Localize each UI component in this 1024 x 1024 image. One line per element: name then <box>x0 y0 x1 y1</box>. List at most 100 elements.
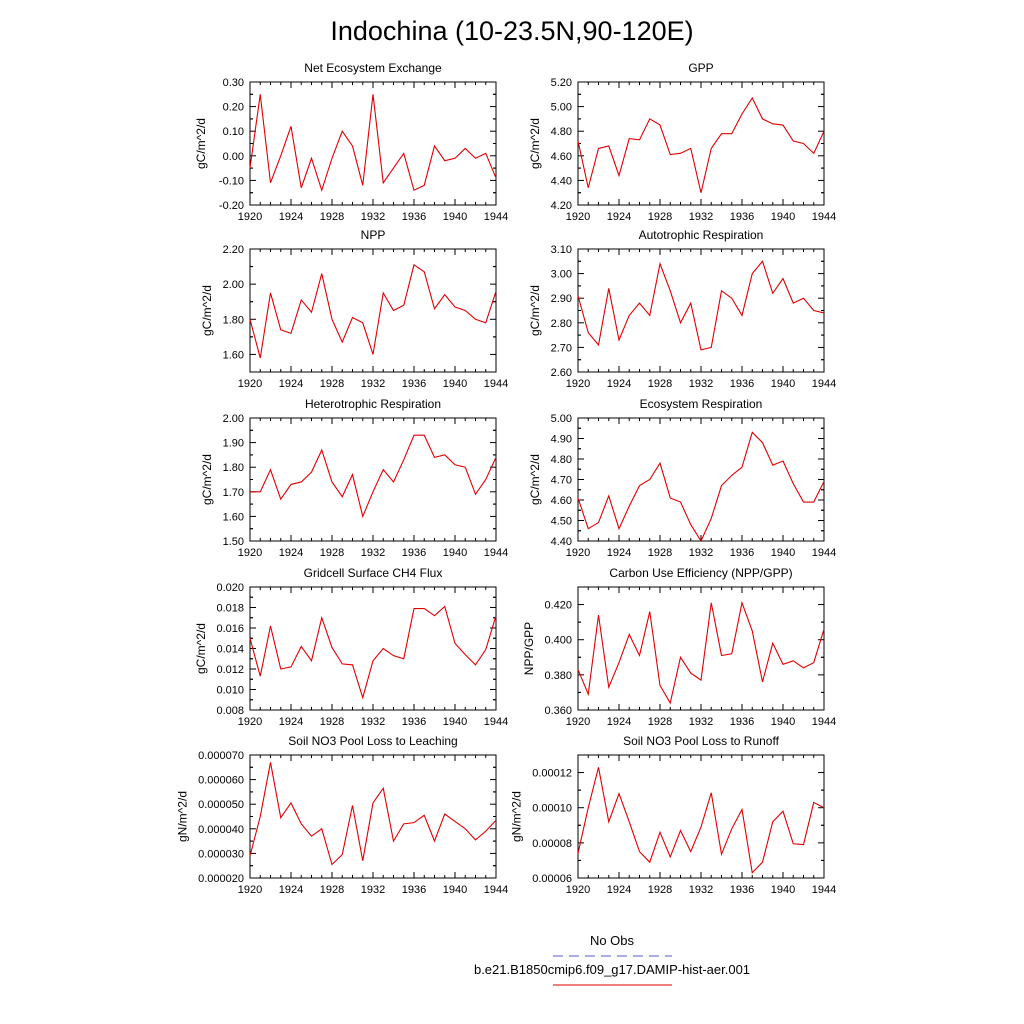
plot-frame <box>577 248 825 373</box>
y-tick-label: 0.000050 <box>198 799 244 811</box>
x-tick-label: 1940 <box>771 716 795 728</box>
legend-label-model-run: b.e21.B1850cmip6.f09_g17.DAMIP-hist-aer.… <box>474 962 750 977</box>
x-tick-label: 1924 <box>279 378 303 390</box>
x-tick-label: 1920 <box>566 716 590 728</box>
x-tick-label: 1932 <box>689 884 713 896</box>
plot-frame <box>249 754 497 879</box>
y-tick-label: 4.50 <box>551 516 572 528</box>
y-tick-label: 0.420 <box>544 600 572 612</box>
x-tick-label: 1932 <box>689 547 713 559</box>
x-tick-label: 1940 <box>771 547 795 559</box>
y-axis-label: NPP/GPP <box>522 622 536 675</box>
x-tick-label: 1928 <box>320 716 344 728</box>
y-tick-label: 4.40 <box>551 536 572 548</box>
panel-gridcell-surface-ch4-flux: Gridcell Surface CH4 Flux 1920 1924 1928 193… <box>194 566 508 728</box>
y-tick-label: 1.60 <box>223 349 244 361</box>
figure-title: Indochina (10-23.5N,90-120E) <box>330 16 693 46</box>
y-tick-label: 3.00 <box>551 269 572 281</box>
x-tick-label: 1920 <box>238 884 262 896</box>
y-tick-label: 0.014 <box>216 644 244 656</box>
y-tick-label: 2.60 <box>551 367 572 379</box>
panel-soil-no3-pool-loss-to-runoff: Soil NO3 Pool Loss to Runoff 1920 1924 1928… <box>510 734 837 896</box>
series-line-net-ecosystem-exchange <box>249 94 497 193</box>
x-tick-label: 1932 <box>689 716 713 728</box>
y-tick-label: 0.010 <box>216 685 244 697</box>
x-tick-label: 1936 <box>402 547 426 559</box>
panel-autotrophic-respiration: Autotrophic Respiration 1920 1924 1928 1932 1… <box>528 228 836 390</box>
x-tick-label: 1944 <box>812 547 836 559</box>
y-tick-label: 0.018 <box>216 603 244 615</box>
panel-net-ecosystem-exchange: Net Ecosystem Exchange 1920 1924 1928 1932 19… <box>194 61 508 223</box>
x-tick-label: 1940 <box>443 211 467 223</box>
y-tick-label: 0.400 <box>544 635 572 647</box>
panel-carbon-use-efficiency-npp-gpp: Carbon Use Efficiency (NPP/GPP) 1920 1924 1… <box>522 566 836 728</box>
x-tick-label: 1936 <box>730 884 754 896</box>
y-tick-label: 1.50 <box>223 536 244 548</box>
y-tick-label: -0.10 <box>219 175 244 187</box>
series-line-heterotrophic-respiration <box>250 434 497 519</box>
panel-ecosystem-respiration: Ecosystem Respiration 1920 1924 1928 1932 193… <box>528 397 836 559</box>
x-tick-label: 1940 <box>771 884 795 896</box>
x-tick-label: 1940 <box>771 211 795 223</box>
y-tick-label: 1.60 <box>223 511 244 523</box>
plot-frame <box>577 417 825 542</box>
x-tick-label: 1924 <box>279 547 303 559</box>
x-tick-label: 1928 <box>320 547 344 559</box>
y-axis-label: gC/m^2/d <box>200 454 214 505</box>
y-tick-label: 4.90 <box>551 434 572 446</box>
x-tick-label: 1924 <box>607 547 631 559</box>
y-tick-label: 0.000070 <box>198 750 244 762</box>
x-tick-label: 1936 <box>402 884 426 896</box>
x-tick-label: 1924 <box>279 884 303 896</box>
y-tick-label: 0.012 <box>216 664 244 676</box>
x-tick-label: 1932 <box>689 378 713 390</box>
y-axis-label: gC/m^2/d <box>194 118 208 169</box>
x-tick-label: 1944 <box>812 211 836 223</box>
x-tick-label: 1936 <box>730 211 754 223</box>
legend: No Obs b.e21.B1850cmip6.f09_g17.DAMIP-hi… <box>474 933 750 986</box>
panel-title: Ecosystem Respiration <box>640 397 763 411</box>
y-tick-label: 2.90 <box>551 293 572 305</box>
x-tick-label: 1936 <box>730 378 754 390</box>
y-tick-label: 4.20 <box>551 200 572 212</box>
x-tick-label: 1940 <box>443 547 467 559</box>
panel-heterotrophic-respiration: Heterotrophic Respiration 1920 1924 1928 193… <box>200 397 508 559</box>
y-tick-label: 5.00 <box>551 413 572 425</box>
x-tick-label: 1924 <box>279 211 303 223</box>
x-tick-label: 1940 <box>443 378 467 390</box>
series-line-soil-no3-pool-loss-to-runoff <box>577 767 825 874</box>
plot-frame <box>577 754 825 879</box>
x-tick-label: 1920 <box>566 378 590 390</box>
x-tick-label: 1940 <box>771 378 795 390</box>
x-tick-label: 1936 <box>402 211 426 223</box>
plot-frame <box>577 81 825 206</box>
panel-title: Carbon Use Efficiency (NPP/GPP) <box>609 566 792 580</box>
x-tick-label: 1944 <box>812 378 836 390</box>
x-tick-label: 1932 <box>689 211 713 223</box>
x-tick-label: 1940 <box>443 716 467 728</box>
y-tick-label: 0.00008 <box>532 838 572 850</box>
x-tick-label: 1932 <box>361 884 385 896</box>
series-line-ecosystem-respiration <box>577 431 825 543</box>
x-tick-label: 1932 <box>361 378 385 390</box>
y-tick-label: 2.20 <box>223 244 244 256</box>
series-line-npp <box>249 263 497 359</box>
series-line-soil-no3-pool-loss-to-leaching <box>249 762 497 866</box>
x-tick-label: 1928 <box>648 716 672 728</box>
y-tick-label: 4.80 <box>551 454 572 466</box>
y-tick-label: 1.80 <box>223 462 244 474</box>
panel-title: Soil NO3 Pool Loss to Leaching <box>288 734 457 748</box>
y-axis-label: gC/m^2/d <box>528 118 542 169</box>
y-tick-label: 2.00 <box>223 413 244 425</box>
y-tick-label: 2.80 <box>551 318 572 330</box>
chart-panels: Net Ecosystem Exchange 1920 1924 1928 1932 19… <box>175 61 836 896</box>
y-axis-label: gC/m^2/d <box>200 285 214 336</box>
x-tick-label: 1920 <box>238 716 262 728</box>
panel-title: Net Ecosystem Exchange <box>304 61 442 75</box>
x-tick-label: 1936 <box>402 716 426 728</box>
series-line-autotrophic-respiration <box>577 260 825 351</box>
x-tick-label: 1924 <box>607 211 631 223</box>
x-tick-label: 1928 <box>648 378 672 390</box>
panel-gpp: GPP 1920 1924 1928 1932 1936 1940 1944 4.20 4.40 4… <box>528 61 836 223</box>
